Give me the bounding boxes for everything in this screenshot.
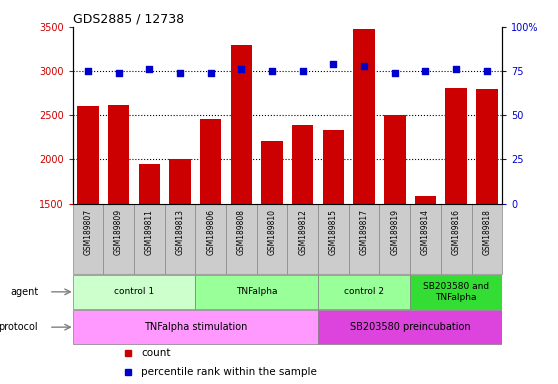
Text: GSM189813: GSM189813 bbox=[175, 209, 185, 255]
Bar bbox=[379, 204, 410, 274]
Bar bbox=[318, 310, 502, 344]
Bar bbox=[73, 275, 195, 309]
Bar bbox=[410, 204, 441, 274]
Bar bbox=[410, 275, 502, 309]
Text: GSM189810: GSM189810 bbox=[267, 209, 277, 255]
Bar bbox=[318, 204, 349, 274]
Text: count: count bbox=[141, 348, 171, 358]
Point bbox=[267, 68, 276, 74]
Bar bbox=[165, 204, 195, 274]
Point bbox=[84, 68, 93, 74]
Bar bbox=[108, 104, 129, 336]
Text: TNFalpha stimulation: TNFalpha stimulation bbox=[143, 322, 247, 332]
Text: GDS2885 / 12738: GDS2885 / 12738 bbox=[73, 13, 184, 26]
Bar bbox=[292, 125, 314, 336]
Bar bbox=[287, 204, 318, 274]
Text: percentile rank within the sample: percentile rank within the sample bbox=[141, 367, 317, 377]
Point bbox=[390, 70, 399, 76]
Bar bbox=[472, 204, 502, 274]
Bar bbox=[261, 141, 283, 336]
Bar bbox=[73, 204, 103, 274]
Point bbox=[451, 66, 460, 72]
Text: GSM189809: GSM189809 bbox=[114, 209, 123, 255]
Bar bbox=[195, 204, 226, 274]
Bar bbox=[200, 119, 222, 336]
Bar bbox=[169, 159, 191, 336]
Bar bbox=[415, 195, 436, 336]
Bar bbox=[323, 130, 344, 336]
Text: TNFalpha: TNFalpha bbox=[236, 287, 277, 296]
Bar bbox=[257, 204, 287, 274]
Point bbox=[206, 70, 215, 76]
Point bbox=[175, 70, 184, 76]
Text: GSM189816: GSM189816 bbox=[451, 209, 461, 255]
Text: GSM189819: GSM189819 bbox=[390, 209, 400, 255]
Text: GSM189806: GSM189806 bbox=[206, 209, 215, 255]
Bar bbox=[138, 164, 160, 336]
Point bbox=[114, 70, 123, 76]
Text: SB203580 and
TNFalpha: SB203580 and TNFalpha bbox=[423, 282, 489, 301]
Point bbox=[237, 66, 246, 72]
Text: GSM189808: GSM189808 bbox=[237, 209, 246, 255]
Bar bbox=[73, 310, 318, 344]
Point bbox=[298, 68, 307, 74]
Bar bbox=[353, 29, 375, 336]
Bar bbox=[230, 45, 252, 336]
Bar bbox=[476, 89, 498, 336]
Text: SB203580 preincubation: SB203580 preincubation bbox=[350, 322, 470, 332]
Bar bbox=[318, 275, 410, 309]
Point bbox=[421, 68, 430, 74]
Bar bbox=[226, 204, 257, 274]
Bar bbox=[195, 275, 318, 309]
Point bbox=[482, 68, 491, 74]
Bar bbox=[349, 204, 379, 274]
Text: GSM189818: GSM189818 bbox=[482, 209, 492, 255]
Point bbox=[145, 66, 153, 72]
Text: GSM189812: GSM189812 bbox=[298, 209, 307, 255]
Bar bbox=[384, 115, 406, 336]
Bar bbox=[441, 204, 472, 274]
Text: GSM189811: GSM189811 bbox=[145, 209, 154, 255]
Bar bbox=[445, 88, 467, 336]
Bar bbox=[134, 204, 165, 274]
Text: GSM189817: GSM189817 bbox=[359, 209, 369, 255]
Text: control 1: control 1 bbox=[114, 287, 154, 296]
Bar bbox=[77, 106, 99, 336]
Bar bbox=[103, 204, 134, 274]
Point bbox=[359, 63, 368, 69]
Text: GSM189814: GSM189814 bbox=[421, 209, 430, 255]
Text: agent: agent bbox=[10, 287, 38, 297]
Text: GSM189807: GSM189807 bbox=[83, 209, 93, 255]
Text: protocol: protocol bbox=[0, 322, 38, 332]
Text: GSM189815: GSM189815 bbox=[329, 209, 338, 255]
Point bbox=[329, 61, 338, 67]
Text: control 2: control 2 bbox=[344, 287, 384, 296]
